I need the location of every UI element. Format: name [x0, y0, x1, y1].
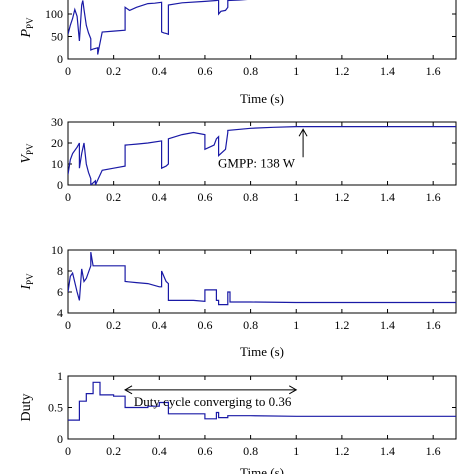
x-tick-label: 1.4 — [380, 190, 395, 204]
y-axis-label-main: V — [19, 154, 34, 164]
plot-frame — [67, 249, 457, 314]
annotation-arrow-head-left — [124, 385, 133, 395]
x-tick-label: 1.4 — [380, 64, 395, 78]
series-line — [68, 0, 248, 55]
x-tick-label: 1.4 — [380, 318, 395, 332]
y-axis-label-sub: PV — [25, 273, 35, 285]
x-tick-label: 0.4 — [152, 64, 167, 78]
series-line — [68, 381, 456, 421]
x-axis-label: Time (s) — [240, 465, 284, 474]
y-tick-label: 0 — [57, 52, 63, 66]
x-tick-label: 0.2 — [106, 190, 121, 204]
x-tick-label: 0.8 — [243, 444, 258, 458]
x-tick-label: 1.4 — [380, 444, 395, 458]
y-tick-label: 50 — [51, 30, 63, 44]
plot-frame — [67, 0, 457, 60]
y-axis-label: PPV — [19, 17, 35, 39]
y-tick-label: 100 — [45, 7, 63, 21]
x-tick-label: 1 — [293, 444, 299, 458]
x-tick-label: 1.6 — [426, 190, 441, 204]
y-axis-label-main: P — [19, 29, 34, 39]
x-tick-label: 1 — [293, 318, 299, 332]
x-tick-label: 0.2 — [106, 444, 121, 458]
y-axis-label-sub: PV — [25, 143, 35, 155]
panel-3: 0 0.2 0.4 0.6 0.8 1 1.2 1.4 1.6 4 6 8 10 IPV Time (s) — [19, 243, 457, 359]
x-tick-label: 0.4 — [152, 318, 167, 332]
x-tick-label: 0 — [65, 318, 71, 332]
x-tick-label: 0.4 — [152, 190, 167, 204]
x-tick-label: 0.8 — [243, 64, 258, 78]
y-axis-label: VPV — [19, 143, 35, 164]
y-tick-label: 20 — [51, 136, 63, 150]
x-tick-label: 1.2 — [334, 444, 349, 458]
x-axis-label: Time (s) — [240, 344, 284, 359]
series-line — [68, 125, 456, 185]
series-line — [68, 252, 456, 306]
x-tick-label: 0.6 — [197, 444, 212, 458]
y-tick-label: 8 — [57, 264, 63, 278]
x-tick-label: 0 — [65, 444, 71, 458]
y-tick-label: 30 — [51, 115, 63, 129]
x-tick-label: 1 — [293, 190, 299, 204]
plot-frame — [67, 121, 457, 186]
panel-4: 0 0.2 0.4 0.6 0.8 1 1.2 1.4 1.6 0 0.5 1 Duty Time (s)… — [19, 369, 457, 474]
x-tick-label: 0.8 — [243, 190, 258, 204]
x-tick-label: 0.4 — [152, 444, 167, 458]
x-axis-label: Time (s) — [240, 91, 284, 106]
y-tick-label: 0 — [57, 178, 63, 192]
y-axis-label-main: Duty — [19, 394, 34, 422]
x-tick-label: 1.2 — [334, 64, 349, 78]
annotation-arrow-head — [298, 128, 308, 137]
y-tick-label: 10 — [51, 243, 63, 257]
y-axis-label-sub: PV — [25, 17, 35, 29]
y-axis-label-main: I — [19, 284, 34, 291]
x-tick-label: 1.6 — [426, 444, 441, 458]
x-tick-label: 1 — [293, 64, 299, 78]
y-axis-label: Duty — [19, 394, 34, 422]
x-tick-label: 1.2 — [334, 318, 349, 332]
x-tick-label: 1.6 — [426, 64, 441, 78]
annotation-text: Duty cycle converging to 0.36 — [134, 394, 292, 409]
panel-1: 0 0.2 0.4 0.6 0.8 1 1.2 1.4 1.6 0 50 100 PPV Time (s) — [19, 0, 457, 106]
panel-2: 0 0.2 0.4 0.6 0.8 1 1.2 1.4 1.6 0 10 20 30 VPV GMPP: 1… — [19, 115, 457, 204]
y-axis-label: IPV — [19, 273, 35, 291]
y-tick-label: 10 — [51, 157, 63, 171]
y-tick-label: 6 — [57, 285, 63, 299]
annotation-text: GMPP: 138 W — [218, 155, 296, 170]
x-tick-label: 1.6 — [426, 318, 441, 332]
x-tick-label: 0 — [65, 190, 71, 204]
x-tick-label: 0.8 — [243, 318, 258, 332]
y-tick-label: 0 — [57, 432, 63, 446]
x-tick-label: 0.2 — [106, 64, 121, 78]
x-tick-label: 0 — [65, 64, 71, 78]
x-tick-label: 1.2 — [334, 190, 349, 204]
y-tick-label: 1 — [57, 369, 63, 383]
x-tick-label: 0.6 — [197, 64, 212, 78]
y-tick-label: 0.5 — [48, 401, 63, 415]
annotation-arrow-head-right — [288, 385, 298, 395]
x-tick-label: 0.6 — [197, 318, 212, 332]
y-tick-label: 4 — [57, 306, 63, 320]
x-tick-label: 0.2 — [106, 318, 121, 332]
x-tick-label: 0.6 — [197, 190, 212, 204]
